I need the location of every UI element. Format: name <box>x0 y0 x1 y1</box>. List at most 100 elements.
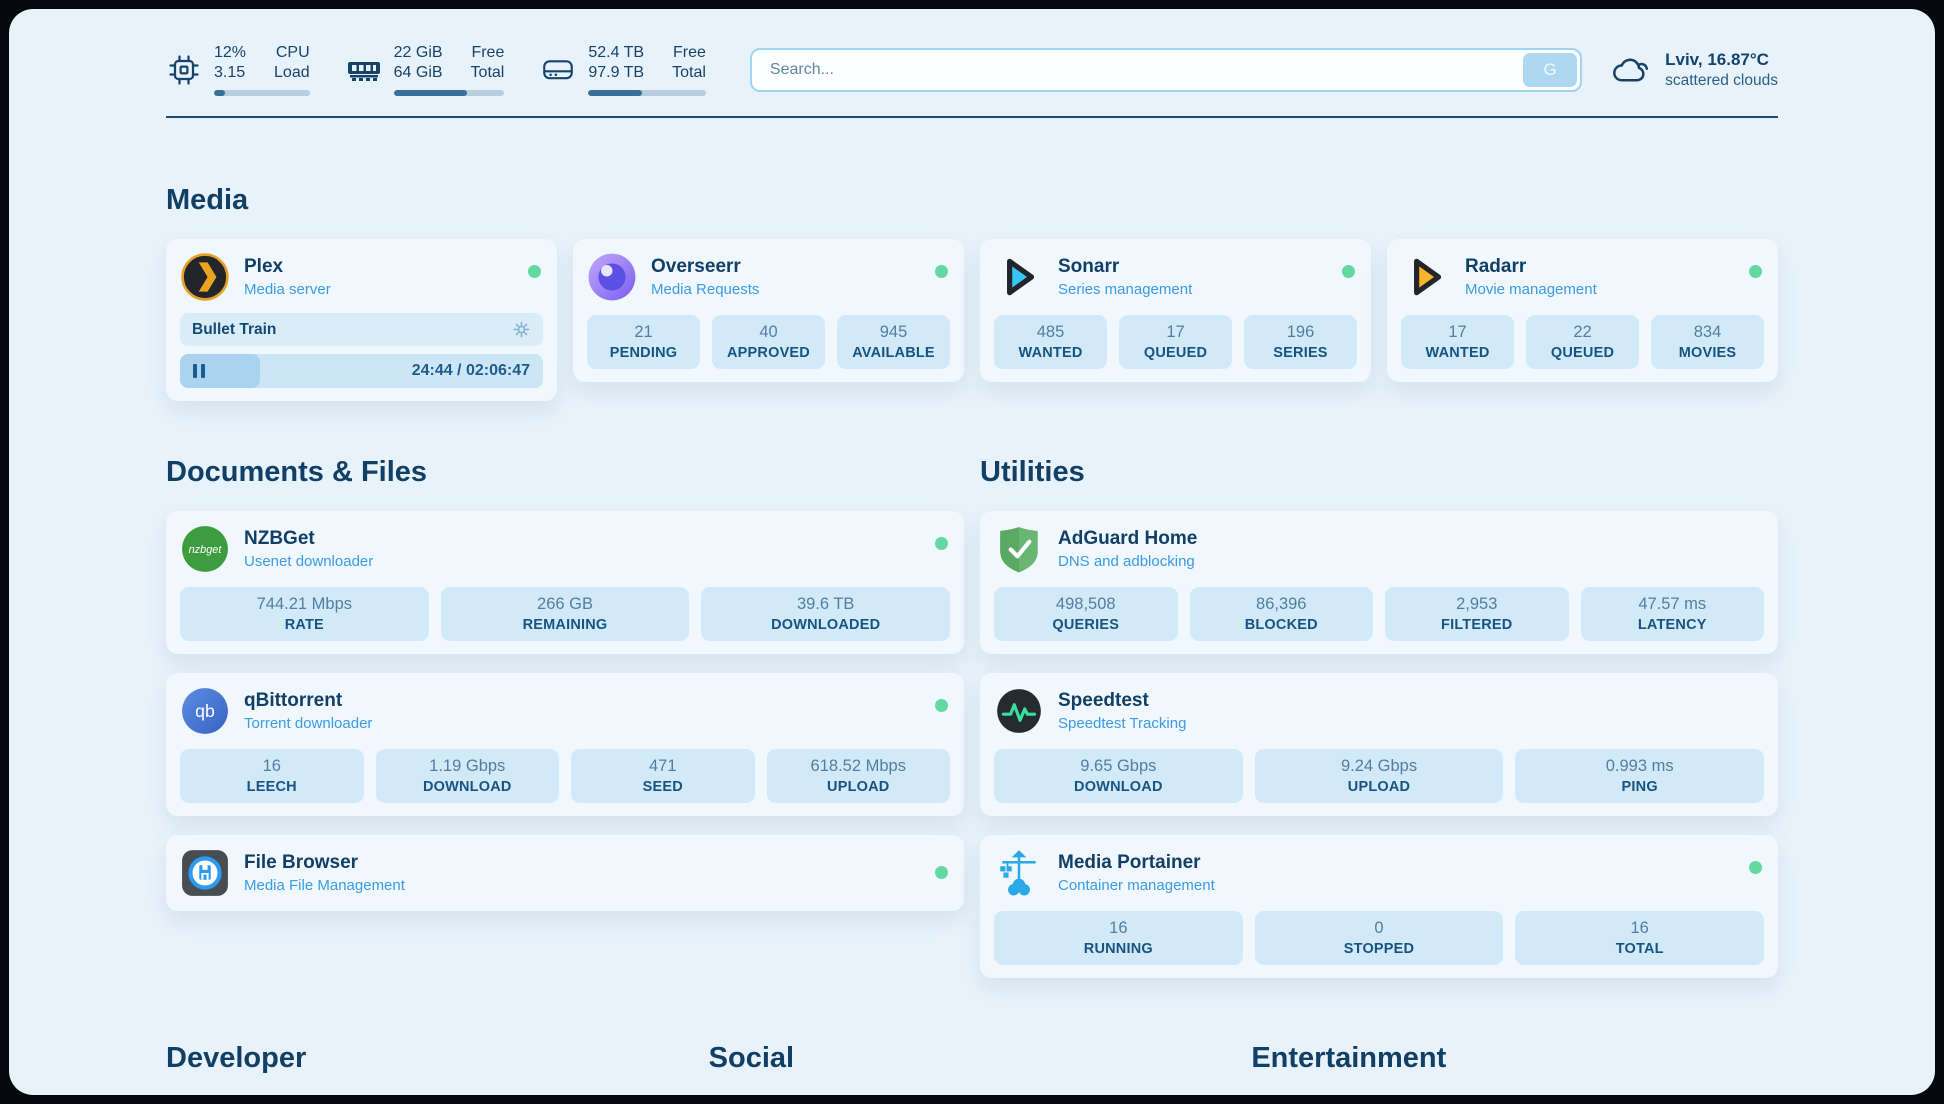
stat-chip-queued: 22 QUEUED <box>1526 315 1639 369</box>
status-dot <box>935 537 948 550</box>
portainer-icon <box>994 848 1044 898</box>
stat-chip-queries: 498,508 QUERIES <box>994 587 1178 641</box>
dashboard-page: 12% CPU 3.15 Load <box>9 9 1935 1095</box>
app-subtitle: Container management <box>1058 877 1215 894</box>
section-title-entertainment: Entertainment <box>1251 1042 1447 1074</box>
speedtest-icon <box>994 686 1044 736</box>
cpu-progress <box>214 90 310 96</box>
status-dot <box>1342 265 1355 278</box>
ram-free-label: Free <box>471 44 505 61</box>
status-dot <box>1749 861 1762 874</box>
hard-drive-icon <box>540 52 576 88</box>
app-card-sonarr[interactable]: Sonarr Series management 485 WANTED 17 QUE… <box>980 239 1371 382</box>
app-card-radarr[interactable]: Radarr Movie management 17 WANTED 22 QUEUE… <box>1387 239 1778 382</box>
now-playing-row: Bullet Train <box>180 313 543 346</box>
stat-chip-total: 16 TOTAL <box>1515 911 1765 965</box>
memory-stat: 22 GiB Free 64 GiB Total <box>346 43 505 96</box>
search-engine-button[interactable]: G <box>1523 52 1578 87</box>
app-subtitle: DNS and adblocking <box>1058 553 1195 570</box>
cloud-icon <box>1610 53 1652 87</box>
topbar: 12% CPU 3.15 Load <box>166 9 1778 96</box>
section-title-utilities: Utilities <box>980 456 1085 488</box>
app-title: Plex <box>244 256 284 277</box>
stat-chip-upload: 9.24 Gbps UPLOAD <box>1254 749 1504 803</box>
app-title: Overseerr <box>651 256 741 277</box>
stat-chip-download: 9.65 Gbps DOWNLOAD <box>994 749 1243 803</box>
ram-total-label: Total <box>470 64 505 81</box>
radarr-icon <box>1401 252 1451 302</box>
overseerr-icon <box>587 252 637 302</box>
weather-widget: Lviv, 16.87°C scattered clouds <box>1610 50 1778 90</box>
app-title: Sonarr <box>1058 256 1120 277</box>
stat-chip-pending: 21 PENDING <box>587 315 700 369</box>
disk-total-value: 97.9 TB <box>588 64 645 81</box>
app-subtitle: Media server <box>244 281 331 298</box>
stat-chip-download: 1.19 Gbps DOWNLOAD <box>375 749 559 803</box>
search-input[interactable] <box>749 47 1583 92</box>
stat-chip-blocked: 86,396 BLOCKED <box>1189 587 1373 641</box>
ram-free-value: 22 GiB <box>393 44 443 61</box>
app-subtitle: Speedtest Tracking <box>1058 715 1187 732</box>
qbittorrent-icon: qb <box>180 686 230 736</box>
adguard-icon <box>994 524 1044 574</box>
plex-icon <box>180 252 230 302</box>
ram-progress <box>393 90 505 96</box>
pause-icon[interactable] <box>193 364 205 378</box>
stat-chip-movies: 834 MOVIES <box>1651 315 1764 369</box>
app-card-portainer[interactable]: Media Portainer Container management 16 R… <box>980 835 1778 978</box>
bookmark-group-entertainment: Entertainment YT YouTube youtube.com NF … <box>1251 978 1778 1095</box>
stat-chip-leech: 16 LEECH <box>180 749 364 803</box>
app-card-filebrowser[interactable]: File Browser Media File Management <box>166 835 964 911</box>
disk-free-label: Free <box>672 44 706 61</box>
stat-chip-wanted: 17 WANTED <box>1401 315 1514 369</box>
status-dot <box>935 866 948 879</box>
app-card-nzbget[interactable]: nzbget NZBGet Usenet downloader 744.21 M… <box>166 511 964 654</box>
weather-condition: scattered clouds <box>1665 71 1778 89</box>
cpu-load-label: Load <box>274 64 310 81</box>
app-subtitle: Media File Management <box>244 877 405 894</box>
sonarr-icon <box>994 252 1044 302</box>
ram-total-value: 64 GiB <box>393 64 443 81</box>
cpu-label: CPU <box>275 44 310 61</box>
playback-progress[interactable]: 24:44 / 02:06:47 <box>180 354 543 388</box>
app-subtitle: Media Requests <box>651 281 760 298</box>
app-subtitle: Usenet downloader <box>244 553 374 570</box>
app-title: AdGuard Home <box>1058 528 1198 549</box>
gear-icon[interactable] <box>512 320 531 339</box>
app-title: qBittorrent <box>244 690 343 711</box>
stat-chip-downloaded: 39.6 TB DOWNLOADED <box>701 587 951 641</box>
stat-chip-upload: 618.52 Mbps UPLOAD <box>766 749 950 803</box>
disk-progress <box>588 90 706 96</box>
weather-location: Lviv, 16.87°C <box>1665 49 1769 69</box>
section-title-documents: Documents & Files <box>166 456 428 488</box>
stat-chip-approved: 40 APPROVED <box>712 315 825 369</box>
cpu-icon <box>166 52 202 88</box>
stat-chip-available: 945 AVAILABLE <box>837 315 950 369</box>
app-title: File Browser <box>244 852 359 873</box>
status-dot <box>528 265 541 278</box>
stat-chip-wanted: 485 WANTED <box>994 315 1107 369</box>
section-title-social: Social <box>708 1042 795 1074</box>
bookmark-group-developer: Developer GH Github github.com SO StackO… <box>166 978 693 1095</box>
app-title: Radarr <box>1465 256 1527 277</box>
app-card-plex[interactable]: Plex Media server Bullet Train <box>166 239 557 401</box>
disk-total-label: Total <box>672 64 706 81</box>
app-title: NZBGet <box>244 528 315 549</box>
now-playing-title: Bullet Train <box>192 320 277 338</box>
app-card-speedtest[interactable]: Speedtest Speedtest Tracking 9.65 Gbps DO… <box>980 673 1778 816</box>
app-subtitle: Series management <box>1058 281 1193 298</box>
app-subtitle: Torrent downloader <box>244 715 373 732</box>
search-bar: G <box>749 47 1583 92</box>
cpu-stat: 12% CPU 3.15 Load <box>166 43 310 96</box>
app-card-adguard[interactable]: AdGuard Home DNS and adblocking 498,508 Q… <box>980 511 1778 654</box>
app-card-overseerr[interactable]: Overseerr Media Requests 21 PENDING 40 APP… <box>573 239 964 382</box>
svg-text:qb: qb <box>195 701 215 721</box>
status-dot <box>1749 265 1762 278</box>
app-card-qbittorrent[interactable]: qb qBittorrent Torrent downloader 16 LEEC… <box>166 673 964 816</box>
disk-free-value: 52.4 TB <box>588 44 645 61</box>
filebrowser-icon <box>180 848 230 898</box>
memory-icon <box>346 52 382 88</box>
status-dot <box>935 699 948 712</box>
app-title: Speedtest <box>1058 690 1149 711</box>
playback-time: 24:44 / 02:06:47 <box>411 362 530 379</box>
